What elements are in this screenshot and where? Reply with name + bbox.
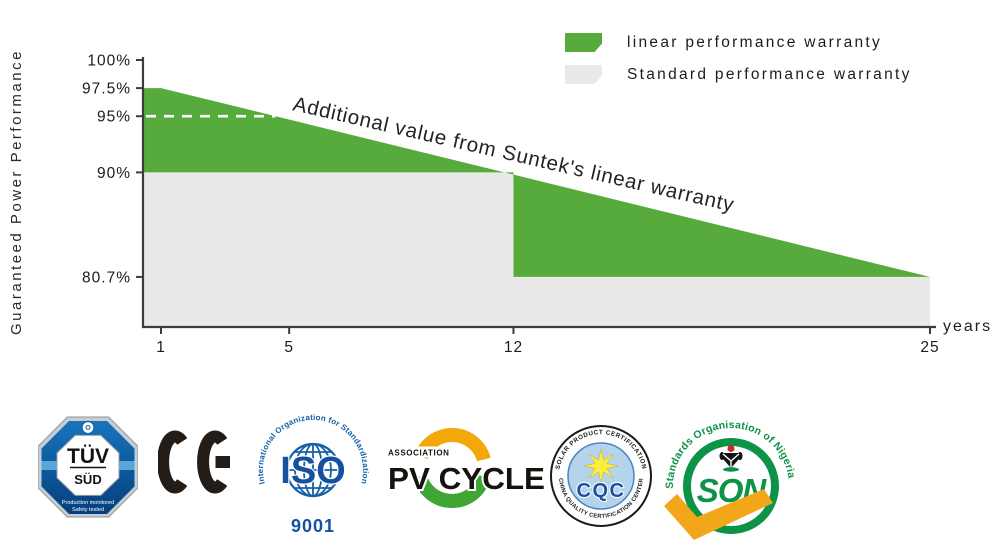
x-tick-label: 12 [504, 339, 523, 356]
pvcycle-green-arc [413, 474, 491, 508]
chart-areas [143, 88, 930, 327]
nigeria-coat-of-arms-icon [719, 445, 743, 472]
legend-item-standard: Standard performance warranty [565, 65, 912, 84]
son-check-icon [664, 489, 773, 540]
pvcycle-assoc-bg [385, 446, 451, 458]
ce-e-glyph [197, 430, 228, 494]
x-axis-title: years [943, 318, 993, 335]
son-logo: Standards Organisation of Nigeria SON [664, 419, 797, 540]
cqc-sun-icon [583, 448, 619, 484]
sud-text: SÜD [74, 472, 101, 487]
standard-warranty-area [143, 172, 930, 327]
iso-globe-icon [285, 442, 341, 498]
y-axis-title: Guaranteed Power Performance [8, 49, 25, 335]
legend-label: Standard performance warranty [627, 65, 912, 83]
x-tick-label: 5 [284, 339, 294, 356]
y-tick-label: 90% [97, 165, 131, 182]
tuv-caption-1: Production monitored [62, 500, 114, 506]
legend-label: linear performance warranty [627, 33, 883, 51]
chart-legend: linear performance warranty Standard per… [565, 33, 912, 97]
warranty-chart: 100%97.5%95%90%80.7%1 5 12 25 Additional va… [82, 53, 939, 357]
tuv-text: TÜV [67, 445, 109, 468]
ce-mark-logo [158, 430, 230, 494]
iso-9001-text: 9001 [291, 516, 335, 536]
x-tick-label: 1 [156, 339, 166, 356]
axis-lines [141, 57, 936, 329]
legend-item-linear: linear performance warranty [565, 33, 912, 52]
pvcycle-text: PV CYCLE [388, 461, 545, 496]
chart-axes [136, 57, 936, 334]
y-tick-label: 80.7% [82, 269, 131, 286]
pv-cycle-logo: ASSOCIATION PV CYCLE [385, 428, 547, 508]
pvcycle-association-text: ASSOCIATION [388, 449, 450, 458]
cqc-text: CQC [577, 480, 626, 502]
y-tick-label: 97.5% [82, 81, 131, 98]
tuv-caption-2: Safety tested [72, 507, 104, 513]
tuv-sud-logo: TÜV SÜD Production monitored Safety test… [38, 416, 138, 518]
legend-swatch-green [565, 33, 602, 52]
iso-9001-logo: International Organization for Standardi… [256, 413, 370, 536]
tuv-inner-octagon [56, 434, 120, 496]
y-tick-label: 95% [97, 109, 131, 126]
cqc-logo: SOLAR PRODUCT CERTIFICATION CHINA QUALIT… [550, 425, 652, 527]
tuv-emblem-core [85, 425, 91, 430]
ce-c-glyph [158, 430, 188, 494]
tuv-emblem-icon [81, 420, 95, 435]
linear-warranty-area [143, 88, 930, 277]
chart-tick-labels: 100% 97.5% 95% 90% 80.7% 1 5 12 25 [82, 53, 939, 357]
legend-swatch-gray [565, 65, 602, 84]
iso-text: ISO [280, 450, 345, 492]
x-tick-label: 25 [920, 339, 939, 356]
y-tick-label: 100% [87, 53, 131, 70]
